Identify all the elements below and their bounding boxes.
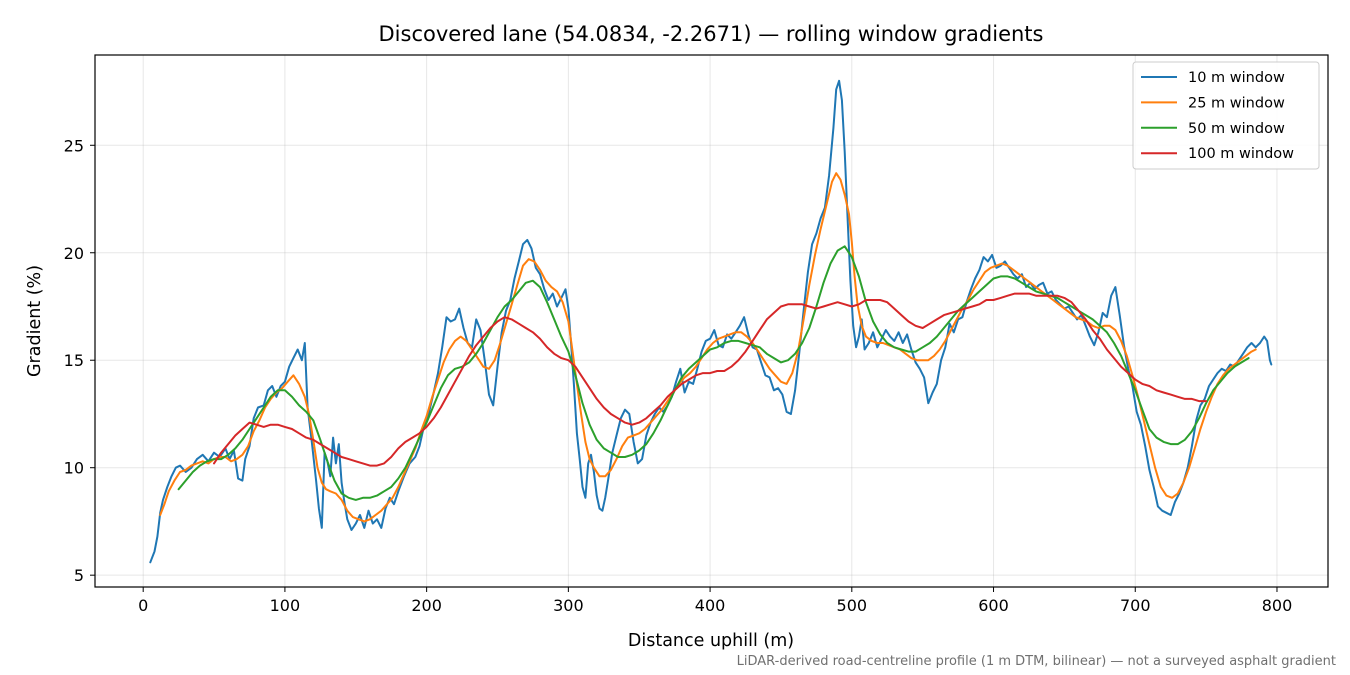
x-axis: 0 100 200 300 400 500 600 700 800	[138, 587, 1292, 615]
x-tick-label: 200	[411, 596, 442, 615]
legend: 10 m window 25 m window 50 m window 100 m w…	[1132, 61, 1320, 170]
y-tick-label: 5	[74, 566, 84, 585]
series-line-1	[149, 79, 1273, 564]
x-axis-label: Distance uphill (m)	[628, 631, 794, 651]
x-tick-label: 100	[270, 596, 301, 615]
legend-label: 50 m window	[1188, 121, 1285, 137]
x-tick-label: 500	[837, 596, 868, 615]
y-axis-label: Gradient (%)	[25, 265, 45, 377]
legend-label: 25 m window	[1188, 95, 1285, 111]
series-lines	[149, 79, 1273, 564]
series-line-4	[213, 292, 1208, 467]
x-tick-label: 700	[1120, 596, 1151, 615]
x-tick-label: 400	[695, 596, 726, 615]
y-tick-label: 20	[64, 244, 84, 263]
plot-frame	[94, 54, 1329, 588]
y-tick-label: 25	[64, 136, 84, 155]
legend-box	[1132, 61, 1320, 170]
legend-label: 10 m window	[1188, 70, 1285, 86]
footnote: LiDAR-derived road-centreline profile (1…	[737, 654, 1336, 669]
y-axis: 5 10 15 20 25	[64, 136, 95, 585]
y-tick-label: 10	[64, 459, 84, 478]
y-tick-label: 15	[64, 351, 84, 370]
x-tick-label: 0	[138, 596, 148, 615]
grid	[95, 55, 1328, 587]
series-line-2	[159, 172, 1257, 523]
x-tick-label: 300	[553, 596, 584, 615]
series-line-3	[177, 245, 1250, 501]
chart-title: Discovered lane (54.0834, -2.2671) — rol…	[379, 22, 1044, 46]
x-tick-label: 600	[978, 596, 1009, 615]
legend-label: 100 m window	[1188, 146, 1294, 162]
x-tick-label: 800	[1262, 596, 1293, 615]
